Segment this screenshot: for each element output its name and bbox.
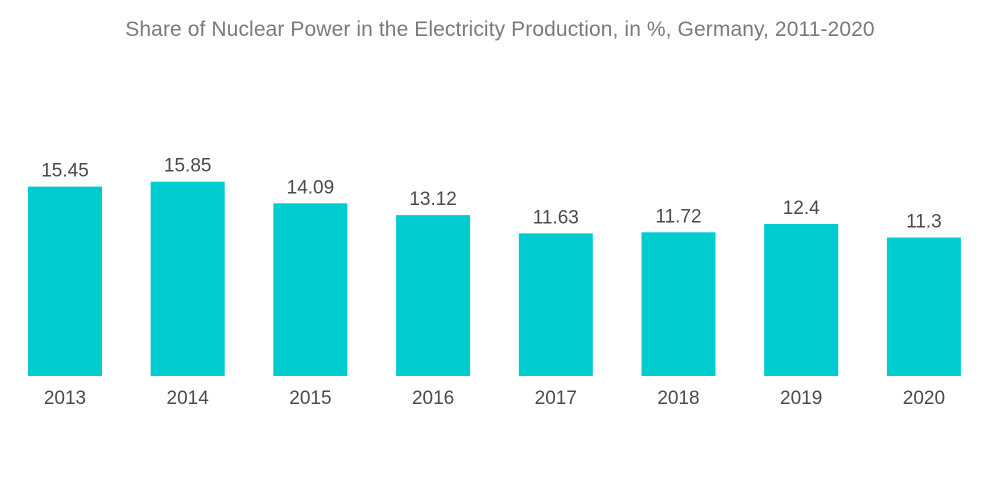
x-tick-label-2015: 2015 <box>289 388 331 409</box>
value-label-2018: 11.72 <box>655 206 701 227</box>
value-label-2014: 15.85 <box>164 156 212 177</box>
x-tick-label-2014: 2014 <box>167 388 210 409</box>
value-label-2016: 13.12 <box>409 189 457 210</box>
bar-2017 <box>518 233 593 376</box>
x-tick-label-2016: 2016 <box>412 388 454 409</box>
x-tick-label-2019: 2019 <box>780 388 822 409</box>
x-tick-label-2020: 2020 <box>903 388 945 409</box>
bar-2013 <box>28 186 102 376</box>
bar-2019 <box>764 224 839 376</box>
bar-2016 <box>396 215 471 376</box>
x-tick-label-2013: 2013 <box>44 388 86 409</box>
value-label-2017: 11.63 <box>533 207 579 228</box>
bars-group <box>28 181 961 376</box>
value-label-2015: 14.09 <box>287 177 335 198</box>
x-tick-label-2017: 2017 <box>535 388 577 409</box>
value-label-2019: 12.4 <box>783 198 820 219</box>
bar-2018 <box>641 232 716 376</box>
value-label-2020: 11.3 <box>906 212 942 233</box>
bar-2020 <box>886 237 961 376</box>
bar-2015 <box>273 203 348 376</box>
x-tick-label-2018: 2018 <box>657 388 699 409</box>
value-labels-group: 15.45 15.85 14.09 13.12 11.63 11.72 12.4 11.3 <box>41 156 941 233</box>
bar-2014 <box>150 181 225 376</box>
value-label-2013: 15.45 <box>41 161 89 182</box>
chart-title: Share of Nuclear Power in the Electricit… <box>125 18 875 41</box>
x-axis-tick-labels: 2013 2014 2015 2016 2017 2018 2019 2020 <box>44 388 945 409</box>
